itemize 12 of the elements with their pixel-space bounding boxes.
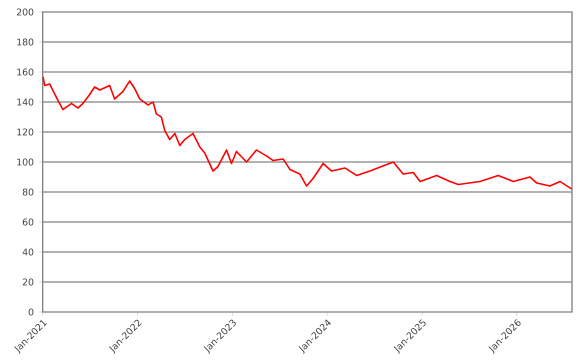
y-tick-label: 60	[22, 218, 34, 226]
y-tick-label: 100	[17, 158, 34, 166]
y-tick-label: 140	[17, 98, 34, 106]
y-tick-label: 80	[22, 188, 34, 196]
y-tick-label: 40	[22, 248, 34, 256]
y-tick-label: 0	[28, 308, 34, 316]
line-series	[42, 76, 572, 190]
y-tick-label: 180	[17, 38, 34, 46]
y-tick-label: 20	[22, 278, 34, 286]
y-tick-label: 120	[17, 128, 34, 136]
y-tick-label: 200	[16, 8, 34, 16]
y-tick-label: 160	[17, 68, 34, 76]
